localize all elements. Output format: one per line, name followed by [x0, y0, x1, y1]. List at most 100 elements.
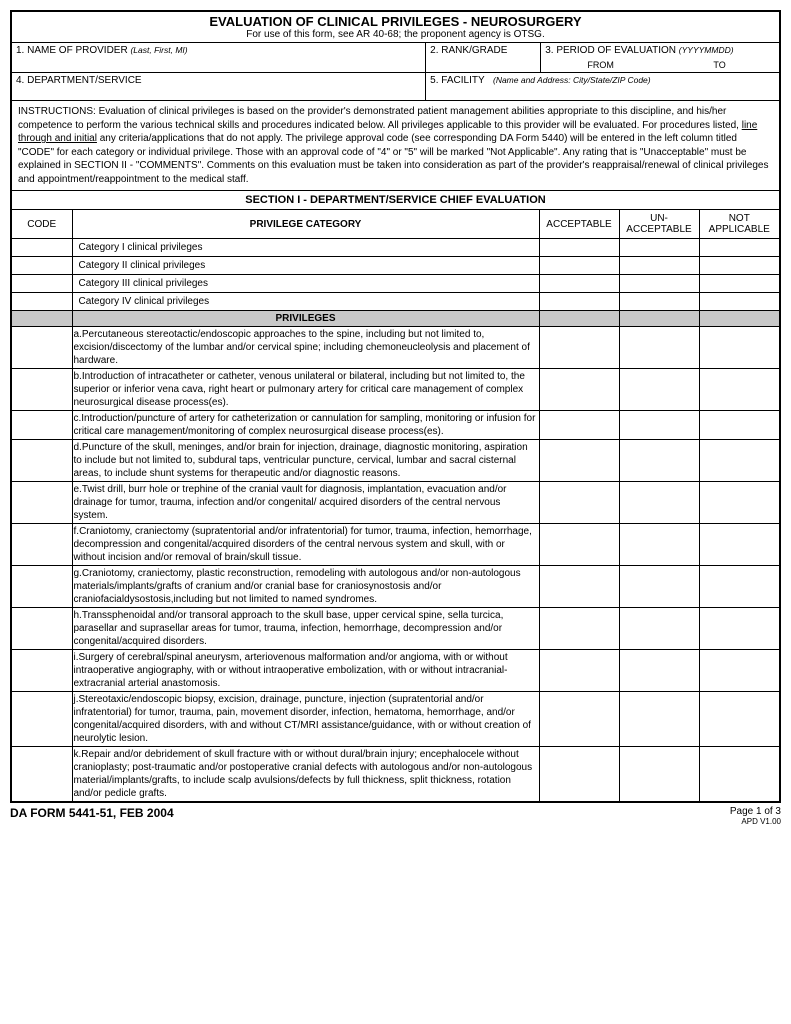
privilege-letter: h.: [74, 610, 82, 621]
acceptable-cell[interactable]: [539, 524, 619, 566]
acceptable-cell[interactable]: [539, 747, 619, 802]
unacceptable-cell[interactable]: [619, 747, 699, 802]
privilege-text-cell: b.Introduction of intracatheter or cathe…: [72, 369, 539, 411]
code-cell[interactable]: [12, 275, 72, 293]
acceptable-cell[interactable]: [539, 482, 619, 524]
privilege-text-cell: k.Repair and/or debridement of skull fra…: [72, 747, 539, 802]
acceptable-cell[interactable]: [539, 411, 619, 440]
privilege-text-cell: a.Percutaneous stereotactic/endoscopic a…: [72, 327, 539, 369]
acceptable-cell[interactable]: [539, 257, 619, 275]
col-privcat-header: PRIVILEGE CATEGORY: [72, 210, 539, 239]
acceptable-cell[interactable]: [539, 440, 619, 482]
field-3-to[interactable]: TO: [660, 58, 779, 72]
privilege-text-cell: h.Transsphenoidal and/or transoral appro…: [72, 608, 539, 650]
acceptable-cell[interactable]: [539, 650, 619, 692]
privilege-body: Introduction of intracatheter or cathete…: [74, 371, 525, 408]
code-cell[interactable]: [12, 692, 72, 747]
footer-right: Page 1 of 3 APD V1.00: [730, 806, 781, 826]
privilege-row: f.Craniotomy, craniectomy (supratentoria…: [12, 524, 779, 566]
code-cell[interactable]: [12, 239, 72, 257]
privilege-body: Transsphenoidal and/or transoral approac…: [74, 610, 504, 647]
unacceptable-cell[interactable]: [619, 650, 699, 692]
code-cell[interactable]: [12, 293, 72, 311]
acceptable-cell[interactable]: [539, 293, 619, 311]
field-5-hint: (Name and Address: City/State/ZIP Code): [493, 75, 651, 85]
acceptable-cell[interactable]: [539, 566, 619, 608]
not-applicable-cell[interactable]: [699, 650, 779, 692]
not-applicable-cell[interactable]: [699, 482, 779, 524]
not-applicable-cell[interactable]: [699, 524, 779, 566]
privilege-letter: d.: [74, 442, 82, 453]
privilege-row: k.Repair and/or debridement of skull fra…: [12, 747, 779, 802]
unacceptable-cell[interactable]: [619, 293, 699, 311]
not-applicable-cell[interactable]: [699, 747, 779, 802]
title-block: EVALUATION OF CLINICAL PRIVILEGES - NEUR…: [12, 12, 779, 43]
field-4-department[interactable]: 4. DEPARTMENT/SERVICE: [12, 73, 426, 100]
field-5-label: 5. FACILITY: [430, 75, 484, 86]
privilege-letter: e.: [74, 484, 82, 495]
unacceptable-cell[interactable]: [619, 566, 699, 608]
privilege-row: g.Craniotomy, craniectomy, plastic recon…: [12, 566, 779, 608]
code-cell[interactable]: [12, 524, 72, 566]
field-1-name-provider[interactable]: 1. NAME OF PROVIDER (Last, First, MI): [12, 43, 426, 72]
privilege-body: Twist drill, burr hole or trephine of th…: [74, 484, 507, 521]
field-2-rank-grade[interactable]: 2. RANK/GRADE: [426, 43, 541, 72]
not-applicable-cell[interactable]: [699, 275, 779, 293]
acceptable-cell[interactable]: [539, 239, 619, 257]
unacceptable-cell[interactable]: [619, 692, 699, 747]
acceptable-cell[interactable]: [539, 608, 619, 650]
code-cell[interactable]: [12, 747, 72, 802]
code-cell[interactable]: [12, 650, 72, 692]
page-footer: DA FORM 5441-51, FEB 2004 Page 1 of 3 AP…: [10, 806, 781, 826]
acceptable-cell[interactable]: [539, 327, 619, 369]
acceptable-cell[interactable]: [539, 369, 619, 411]
priv-subhead-blank-4: [699, 311, 779, 327]
privilege-body: Stereotaxic/endoscopic biopsy, excision,…: [74, 694, 531, 744]
not-applicable-cell[interactable]: [699, 440, 779, 482]
field-5-facility[interactable]: 5. FACILITY (Name and Address: City/Stat…: [426, 73, 779, 100]
not-applicable-cell[interactable]: [699, 411, 779, 440]
privilege-row: i.Surgery of cerebral/spinal aneurysm, a…: [12, 650, 779, 692]
not-applicable-cell[interactable]: [699, 239, 779, 257]
col-acceptable-header: ACCEPTABLE: [539, 210, 619, 239]
code-cell[interactable]: [12, 257, 72, 275]
priv-subhead-blank-3: [619, 311, 699, 327]
header-row-1: 1. NAME OF PROVIDER (Last, First, MI) 2.…: [12, 43, 779, 73]
unacceptable-cell[interactable]: [619, 257, 699, 275]
not-applicable-cell[interactable]: [699, 327, 779, 369]
not-applicable-cell[interactable]: [699, 566, 779, 608]
acceptable-cell[interactable]: [539, 692, 619, 747]
code-cell[interactable]: [12, 482, 72, 524]
privilege-body: Craniotomy, craniectomy (supratentorial …: [74, 526, 532, 563]
unacceptable-cell[interactable]: [619, 275, 699, 293]
col-unacceptable-header: UN- ACCEPTABLE: [619, 210, 699, 239]
code-cell[interactable]: [12, 608, 72, 650]
privilege-row: b.Introduction of intracatheter or cathe…: [12, 369, 779, 411]
unacceptable-cell[interactable]: [619, 327, 699, 369]
unacceptable-cell[interactable]: [619, 608, 699, 650]
privilege-body: Introduction/puncture of artery for cath…: [74, 413, 536, 437]
unacceptable-cell[interactable]: [619, 411, 699, 440]
not-applicable-cell[interactable]: [699, 257, 779, 275]
code-cell[interactable]: [12, 566, 72, 608]
code-cell[interactable]: [12, 411, 72, 440]
not-applicable-cell[interactable]: [699, 293, 779, 311]
unacceptable-cell[interactable]: [619, 369, 699, 411]
unacceptable-cell[interactable]: [619, 440, 699, 482]
unacceptable-cell[interactable]: [619, 482, 699, 524]
code-cell[interactable]: [12, 327, 72, 369]
field-3-from[interactable]: FROM: [541, 58, 660, 72]
field-4-label: 4. DEPARTMENT/SERVICE: [16, 75, 142, 86]
field-1-label: 1. NAME OF PROVIDER: [16, 45, 128, 56]
unacceptable-cell[interactable]: [619, 524, 699, 566]
privileges-subheader: PRIVILEGES: [12, 311, 779, 327]
not-applicable-cell[interactable]: [699, 608, 779, 650]
unacceptable-cell[interactable]: [619, 239, 699, 257]
code-cell[interactable]: [12, 369, 72, 411]
acceptable-cell[interactable]: [539, 275, 619, 293]
privilege-row: e.Twist drill, burr hole or trephine of …: [12, 482, 779, 524]
not-applicable-cell[interactable]: [699, 369, 779, 411]
not-applicable-cell[interactable]: [699, 692, 779, 747]
code-cell[interactable]: [12, 440, 72, 482]
priv-subhead-blank-1: [12, 311, 72, 327]
